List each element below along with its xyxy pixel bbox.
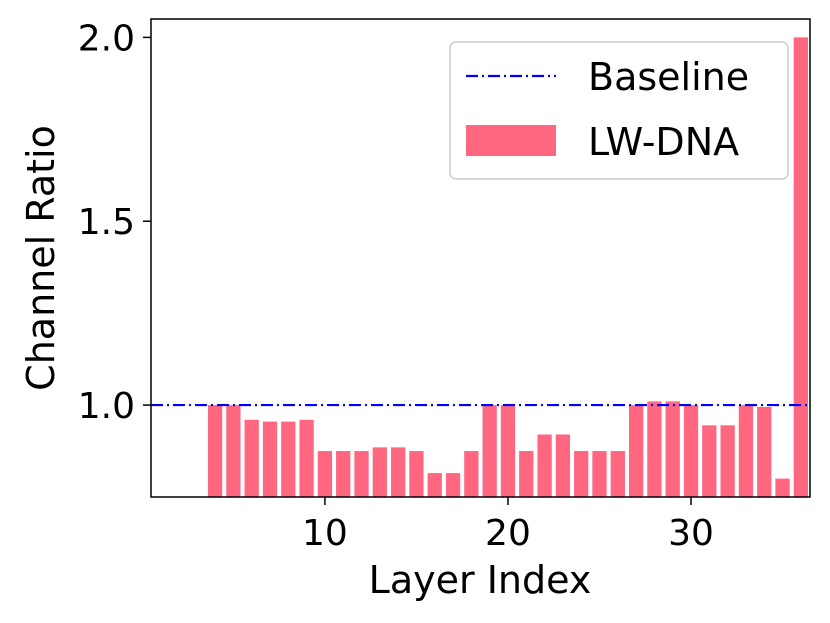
bar-layer-4 [207,405,223,497]
bar-layer-10 [317,451,333,497]
bar-layer-26 [610,451,625,497]
bar-layer-18 [464,451,479,497]
x-tick-label: 20 [485,513,531,554]
bar-layer-19 [482,405,497,497]
bars-group [207,37,808,498]
legend: Baseline LW-DNA [449,41,789,180]
x-tick-label: 10 [302,513,348,554]
y-axis-label: Channel Ratio [19,125,63,391]
y-tick-label: 2.0 [78,18,135,59]
bar-layer-7 [262,421,278,497]
y-axis-ticks: 1.0 1.5 2.0 [78,18,151,427]
x-axis-label: Layer Index [369,558,592,602]
bar-layer-32 [720,425,735,497]
bar-layer-5 [226,405,241,497]
bar-layer-20 [500,405,516,497]
bar-layer-22 [537,434,552,497]
bar-layer-30 [683,405,699,497]
bar-layer-23 [555,434,571,497]
bar-layer-6 [244,419,259,497]
bar-layer-35 [775,478,790,497]
bar-layer-17 [445,473,461,497]
legend-baseline-label: Baseline [588,55,749,99]
y-tick-label: 1.5 [78,202,135,243]
bar-layer-14 [390,447,406,497]
bar-layer-8 [281,421,296,497]
bar-layer-13 [372,447,387,497]
bar-layer-25 [592,451,607,497]
bar-layer-16 [427,473,442,497]
bar-layer-11 [336,451,351,497]
y-tick-label: 1.0 [78,386,135,427]
bar-layer-12 [354,451,369,497]
bar-layer-21 [519,451,534,497]
x-tick-label: 30 [668,513,714,554]
bar-layer-24 [574,451,589,497]
legend-lwdna-label: LW-DNA [588,120,739,164]
bar-layer-28 [647,401,662,497]
bar-layer-31 [702,425,717,497]
bar-layer-34 [757,406,772,497]
bar-layer-29 [665,401,680,497]
bar-layer-33 [738,405,754,497]
bar-layer-36 [793,37,808,498]
x-axis-ticks: 10 20 30 [302,497,714,554]
bar-layer-27 [628,405,644,497]
plot-frame [150,18,811,498]
bar-layer-15 [409,451,424,497]
bar-layer-9 [299,419,314,497]
legend-lwdna-swatch [466,125,556,156]
